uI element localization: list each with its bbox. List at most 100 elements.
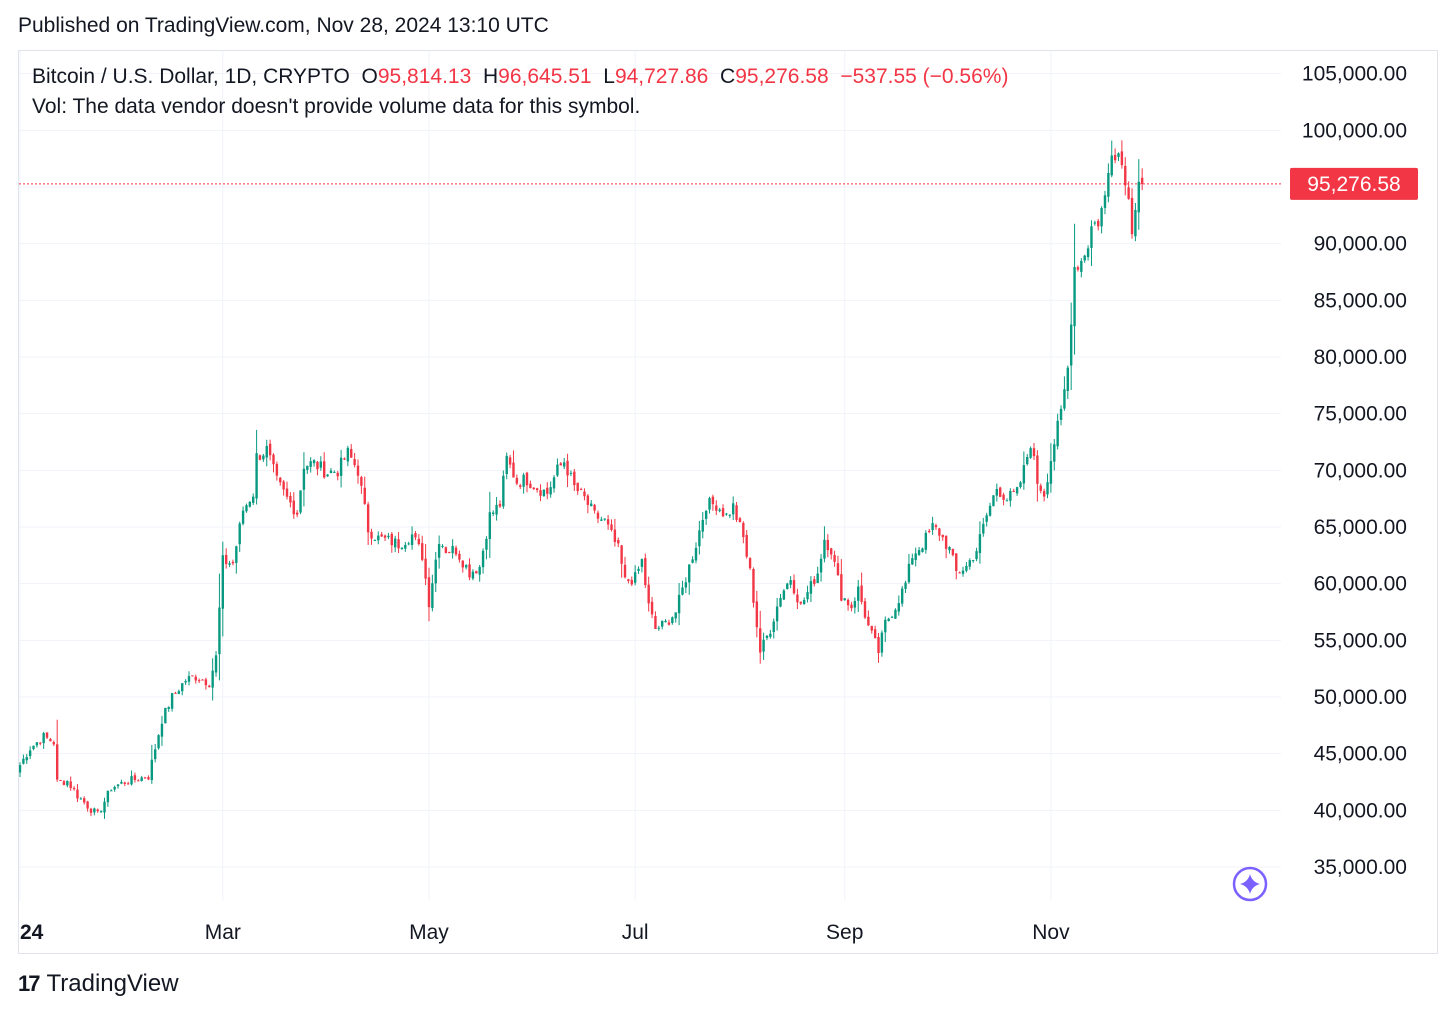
candle-body xyxy=(637,568,640,571)
candle-body xyxy=(816,573,819,584)
candle-body xyxy=(133,775,137,780)
candle-body xyxy=(853,601,857,608)
candle-body xyxy=(982,523,985,534)
candle-body xyxy=(978,534,982,554)
candle-body xyxy=(921,548,924,552)
candle-body xyxy=(434,559,437,584)
candle-body xyxy=(684,582,688,588)
candle-body xyxy=(235,546,238,563)
candle-body xyxy=(627,579,630,582)
candle-body xyxy=(1036,455,1039,484)
candle-body xyxy=(877,636,880,653)
candle-body xyxy=(512,462,515,478)
candle-body xyxy=(130,776,133,785)
candle-body xyxy=(650,601,654,615)
candle-body xyxy=(410,534,414,545)
y-tick-label: 100,000.00 xyxy=(1302,119,1407,142)
candle-body xyxy=(231,561,235,564)
candle-body xyxy=(1137,181,1140,213)
candle-body xyxy=(498,503,502,507)
legend-low-label: L xyxy=(603,65,615,88)
candle-body xyxy=(1049,461,1053,484)
candle-body xyxy=(224,554,228,564)
candle-body xyxy=(42,733,45,744)
candle-body xyxy=(306,465,309,470)
candle-body xyxy=(765,635,769,639)
candle-body xyxy=(208,685,211,688)
candle-body xyxy=(819,558,823,573)
candle-body xyxy=(1012,490,1015,492)
candle-body xyxy=(590,503,593,507)
candle-body xyxy=(106,790,110,803)
candle-body xyxy=(1039,485,1042,491)
candle-body xyxy=(708,498,711,510)
y-tick-label: 65,000.00 xyxy=(1314,516,1407,539)
candle-body xyxy=(295,512,299,515)
candle-body xyxy=(316,461,319,470)
candle-body xyxy=(867,616,870,626)
legend-change: −537.55 (−0.56%) xyxy=(840,65,1009,88)
candle-body xyxy=(863,601,867,618)
candle-body xyxy=(742,522,745,538)
published-header: Published on TradingView.com, Nov 28, 20… xyxy=(18,14,549,37)
chart-legend: Bitcoin / U.S. Dollar, 1D, CRYPTO O95,81… xyxy=(32,62,1008,122)
candle-body xyxy=(759,628,762,653)
candle-body xyxy=(1124,165,1127,186)
candle-body xyxy=(417,538,421,545)
candle-body xyxy=(698,530,701,547)
candle-body xyxy=(914,553,917,561)
candle-body xyxy=(437,544,441,558)
candle-body xyxy=(366,504,370,533)
candle-body xyxy=(448,551,451,553)
chart-frame[interactable]: 35,000.00 40,000.00 45,000.00 50,000.00 55,0… xyxy=(18,50,1438,954)
candle-body xyxy=(796,594,799,603)
candle-body xyxy=(735,505,738,520)
candle-body xyxy=(1053,444,1056,462)
candle-body xyxy=(197,680,201,682)
candle-body xyxy=(1117,153,1120,157)
candle-body xyxy=(941,534,944,538)
candle-body xyxy=(72,788,76,790)
candle-body xyxy=(458,553,461,560)
legend-symbol: Bitcoin / U.S. Dollar, 1D, CRYPTO xyxy=(32,65,350,88)
candle-body xyxy=(579,489,583,491)
tradingview-logo-icon: 17 xyxy=(18,971,41,996)
candle-body xyxy=(137,780,140,782)
last-price-label: 95,276.58 xyxy=(1307,173,1400,196)
candle-body xyxy=(1005,500,1009,502)
candle-body xyxy=(799,601,802,604)
candle-body xyxy=(468,564,471,578)
candle-body xyxy=(285,488,289,497)
candle-body xyxy=(546,487,549,494)
candle-body xyxy=(218,607,221,655)
candle-body xyxy=(593,504,596,511)
candle-body xyxy=(999,487,1002,497)
candle-body xyxy=(1022,465,1026,484)
tradingview-logo[interactable]: 17 TradingView xyxy=(18,970,179,998)
candle-body xyxy=(86,801,89,809)
legend-high-label: H xyxy=(482,65,499,88)
assistant-icon[interactable] xyxy=(1232,866,1268,902)
candle-body xyxy=(19,765,22,773)
candle-body xyxy=(850,604,853,609)
candle-body xyxy=(965,565,968,571)
candle-body xyxy=(951,548,955,556)
candle-body xyxy=(691,559,694,563)
candle-body xyxy=(657,627,661,629)
candle-body xyxy=(917,550,921,555)
candle-body xyxy=(948,546,951,551)
candle-body xyxy=(1002,494,1005,500)
candlestick-chart[interactable]: 35,000.00 40,000.00 45,000.00 50,000.00 55,0… xyxy=(19,51,1439,955)
candle-body xyxy=(931,523,934,531)
candle-body xyxy=(569,472,573,474)
x-tick-label: 24 xyxy=(20,921,44,944)
candle-body xyxy=(813,579,816,584)
candle-body xyxy=(1100,208,1103,227)
candle-body xyxy=(525,472,529,486)
x-tick-label: Jul xyxy=(622,921,649,944)
candle-body xyxy=(1046,482,1049,495)
candle-body xyxy=(654,615,657,629)
candle-body xyxy=(268,443,272,456)
candle-body xyxy=(238,523,241,545)
candle-body xyxy=(603,518,606,520)
